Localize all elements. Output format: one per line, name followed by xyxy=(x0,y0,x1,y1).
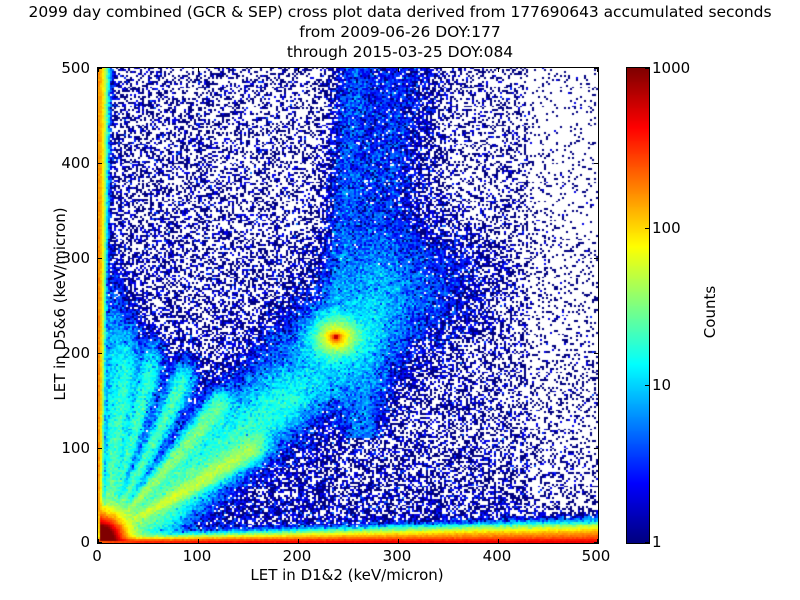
title-line-2: from 2009-06-26 DOY:177 xyxy=(299,23,501,41)
cbtick-100 xyxy=(645,228,649,229)
xticklabel-300: 300 xyxy=(382,547,412,565)
xticklabel-0: 0 xyxy=(92,547,102,565)
xtick-0 xyxy=(98,539,99,543)
xtick-top-0 xyxy=(98,68,99,72)
colorbar xyxy=(626,67,650,544)
ytick-right-300 xyxy=(594,258,598,259)
ytick-right-500 xyxy=(594,68,598,69)
xtick-200 xyxy=(298,539,299,543)
xtick-top-300 xyxy=(398,68,399,72)
ytick-200 xyxy=(98,353,102,354)
ytick-0 xyxy=(98,542,102,543)
yticklabel-100: 100 xyxy=(61,439,90,457)
cbtick-1 xyxy=(645,542,649,543)
yticklabel-0: 0 xyxy=(80,533,90,551)
ytick-right-100 xyxy=(594,448,598,449)
xtick-100 xyxy=(198,539,199,543)
title-line-3: through 2015-03-25 DOY:084 xyxy=(286,43,514,61)
ytick-300 xyxy=(98,258,102,259)
x-axis-label: LET in D1&2 (keV/micron) xyxy=(250,566,444,584)
xtick-400 xyxy=(498,539,499,543)
y-axis-label: LET in D5&6 (keV/micron) xyxy=(51,207,69,401)
ytick-right-400 xyxy=(594,163,598,164)
xticklabel-500: 500 xyxy=(581,547,611,565)
yticklabel-400: 400 xyxy=(61,154,90,172)
yticklabel-500: 500 xyxy=(61,59,90,77)
xticklabel-200: 200 xyxy=(282,547,312,565)
title-line-1: 2099 day combined (GCR & SEP) cross plot… xyxy=(28,3,772,21)
ytick-right-0 xyxy=(594,542,598,543)
colorbar-label: Counts xyxy=(701,285,719,339)
xtick-top-400 xyxy=(498,68,499,72)
xtick-top-500 xyxy=(597,68,598,72)
ytick-500 xyxy=(98,68,102,69)
xtick-top-200 xyxy=(298,68,299,72)
yticklabel-200: 200 xyxy=(61,344,90,362)
ytick-100 xyxy=(98,448,102,449)
xticklabel-100: 100 xyxy=(182,547,212,565)
xtick-500 xyxy=(597,539,598,543)
plot-axes xyxy=(97,67,599,544)
colorbar-gradient xyxy=(627,68,649,543)
ytick-right-200 xyxy=(594,353,598,354)
cbticklabel-1: 1 xyxy=(652,533,662,551)
heatmap-scatter-canvas xyxy=(98,68,598,543)
cbticklabel-1000: 1000 xyxy=(652,59,691,77)
yticklabel-300: 300 xyxy=(61,249,90,267)
ytick-400 xyxy=(98,163,102,164)
plot-title: 2099 day combined (GCR & SEP) cross plot… xyxy=(0,2,800,62)
xtick-300 xyxy=(398,539,399,543)
xticklabel-400: 400 xyxy=(482,547,512,565)
xtick-top-100 xyxy=(198,68,199,72)
cbtick-10 xyxy=(645,385,649,386)
cbticklabel-100: 100 xyxy=(652,219,681,237)
cbtick-1000 xyxy=(645,68,649,69)
cbticklabel-10: 10 xyxy=(652,376,672,394)
